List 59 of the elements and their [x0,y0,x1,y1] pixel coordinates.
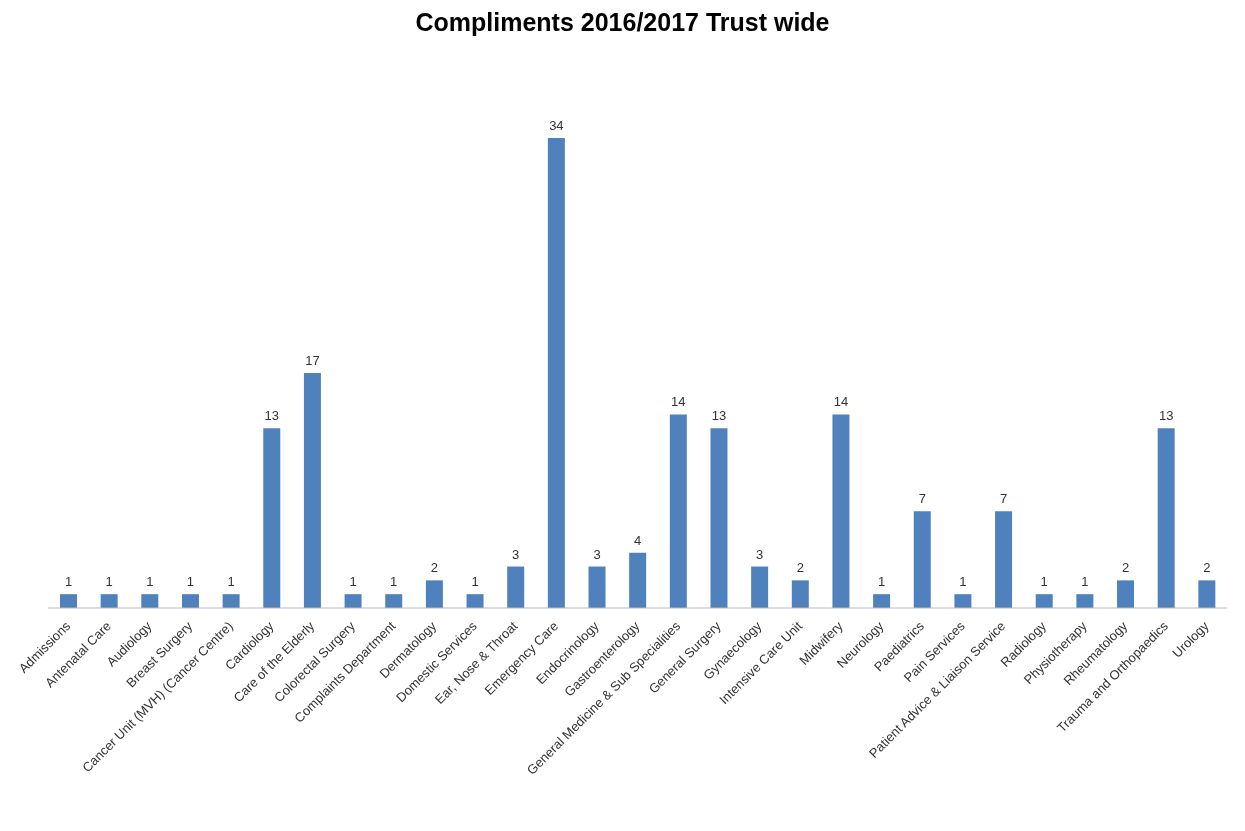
data-label: 1 [1081,574,1089,590]
data-label: 17 [305,353,320,368]
bar [1157,428,1175,608]
bar [507,566,525,608]
data-label: 1 [146,574,154,590]
data-label: 2 [1121,560,1130,576]
data-label: 2 [796,560,804,576]
data-label: 1 [349,574,357,590]
bar [547,138,565,608]
data-label: 13 [711,408,727,424]
data-label: 1 [64,574,73,590]
bar [1076,594,1094,608]
data-label: 2 [430,560,439,576]
data-label: 1 [877,574,886,590]
bar [710,428,728,608]
bar [141,594,159,608]
bar [588,566,606,608]
bar [466,594,484,608]
bar [181,594,199,608]
data-label: 1 [227,574,235,590]
data-label: 3 [593,546,601,562]
data-label: 13 [1158,408,1174,424]
data-label: 14 [671,394,686,410]
data-label: 3 [512,546,520,562]
data-label: 7 [918,491,926,507]
data-label: 1 [471,574,479,590]
bar [995,511,1013,608]
chart-title: Compliments 2016/2017 Trust wide [414,8,831,38]
data-label: 4 [634,532,642,548]
data-label: 34 [549,118,564,133]
bar [913,511,931,608]
data-label: 2 [1203,560,1211,576]
bar [222,594,240,608]
bar [1035,594,1053,608]
data-label: 14 [833,394,849,410]
data-label: 7 [999,491,1008,507]
bar [425,580,443,608]
bar [751,566,769,608]
bar [873,594,891,608]
data-label: 1 [105,574,113,590]
data-label: 1 [1040,574,1048,590]
bar [385,594,403,608]
bar [303,373,321,608]
bar [629,552,647,608]
bar [791,580,809,608]
data-label: 1 [959,574,967,590]
bar [1198,580,1216,608]
data-label: 13 [264,408,280,424]
bar [344,594,362,608]
bar [832,414,850,608]
bar [669,414,687,608]
bar [263,428,281,608]
bar [954,594,972,608]
bar [1117,580,1135,608]
bar [100,594,118,608]
bar [60,594,77,608]
data-label: 1 [186,574,195,590]
data-label: 3 [756,546,764,562]
data-label: 1 [390,574,398,590]
